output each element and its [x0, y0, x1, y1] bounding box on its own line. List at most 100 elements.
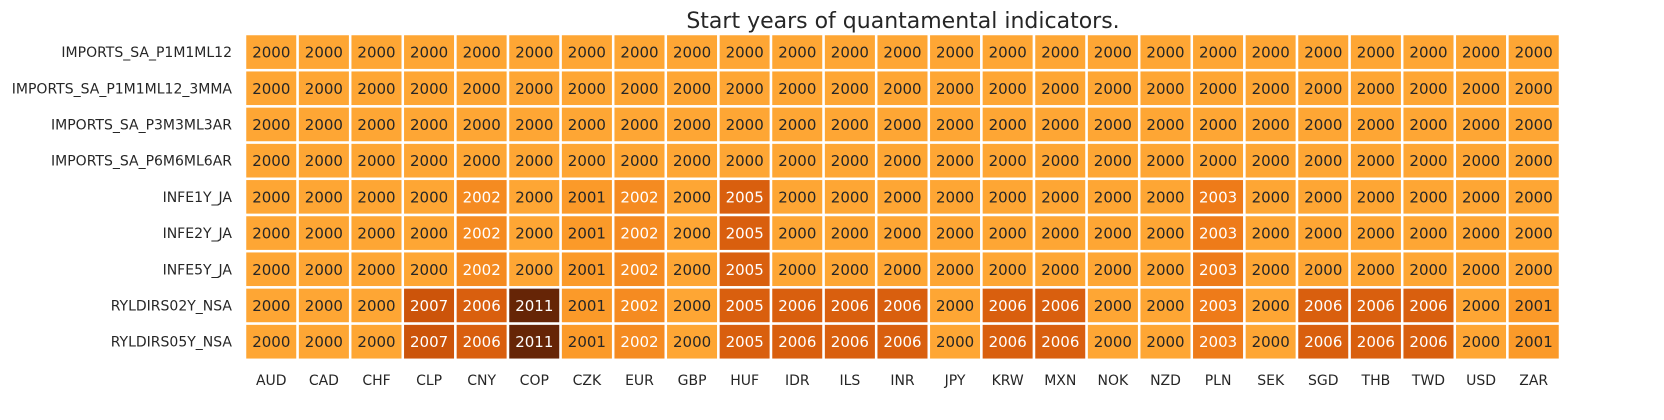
heatmap-cell — [1190, 286, 1246, 325]
cell-value-label: 2000 — [1146, 44, 1184, 62]
cell-value-label: 2000 — [1409, 188, 1447, 206]
column-label: EUR — [625, 373, 654, 389]
cell-value-label: 2000 — [936, 80, 974, 98]
cell-value-label: 2000 — [673, 261, 711, 279]
heatmap-cell — [1400, 141, 1457, 181]
heatmap-cell — [717, 32, 773, 72]
cell-value-label: 2006 — [778, 297, 816, 315]
cell-value-label: 2000 — [883, 261, 921, 279]
cell-value-label: 2002 — [620, 225, 658, 243]
heatmap-cell — [506, 68, 562, 108]
cell-value-label: 2000 — [1409, 261, 1447, 279]
cell-value-label: 2000 — [515, 225, 553, 243]
cell-value-label: 2000 — [1146, 152, 1184, 170]
column-label: IDR — [785, 373, 810, 389]
cell-value-label: 2002 — [620, 188, 658, 206]
column-label: INR — [890, 373, 915, 389]
cell-value-label: 2006 — [1409, 297, 1447, 315]
heatmap-cell — [611, 322, 668, 362]
cell-value-label: 2000 — [831, 188, 869, 206]
cell-value-label: 2000 — [305, 225, 343, 243]
heatmap-cell — [401, 141, 457, 181]
heatmap-cell — [874, 286, 931, 325]
heatmap-cell — [1295, 141, 1351, 181]
cell-value-label: 2000 — [252, 261, 290, 279]
heatmap-cell — [1348, 213, 1404, 253]
column-labels: AUD CAD CHF CLP CNY COP CZK EUR GBP HUF IDR ILS INR J… — [256, 373, 1548, 389]
cell-value-label: 2000 — [357, 261, 395, 279]
cell-value-label: 2000 — [1094, 152, 1132, 170]
cell-value-label: 2000 — [305, 152, 343, 170]
heatmap-cell — [769, 105, 825, 144]
cell-value-label: 2002 — [620, 297, 658, 315]
heatmap-cell — [874, 141, 931, 181]
cell-value-label: 2000 — [936, 152, 974, 170]
cell-value-label: 2000 — [883, 225, 921, 243]
heatmap-cell — [559, 213, 615, 253]
cell-value-label: 2000 — [305, 261, 343, 279]
cell-value-label: 2006 — [1304, 297, 1342, 315]
cell-value-label: 2000 — [1252, 333, 1290, 351]
heatmap-cell — [717, 249, 773, 289]
cell-value-label: 2000 — [673, 188, 711, 206]
cell-value-label: 2000 — [1304, 44, 1342, 62]
cell-value-label: 2000 — [463, 152, 501, 170]
cell-value-label: 2000 — [1462, 80, 1500, 98]
cell-value-label: 2000 — [357, 225, 395, 243]
column-label: NOK — [1098, 373, 1129, 389]
heatmap-cell — [1295, 322, 1351, 362]
heatmap-cell — [1243, 213, 1299, 253]
cell-value-label: 2011 — [515, 333, 553, 351]
cell-value-label: 2000 — [1304, 152, 1342, 170]
cell-value-label: 2000 — [1357, 116, 1395, 134]
column-label: HUF — [730, 373, 759, 389]
cell-value-label: 2000 — [726, 152, 764, 170]
heatmap-cell — [1190, 105, 1246, 144]
cell-value-label: 2000 — [357, 297, 395, 315]
cell-value-label: 2000 — [1304, 116, 1342, 134]
cell-value-label: 2000 — [357, 80, 395, 98]
cell-value-label: 2000 — [1462, 152, 1500, 170]
heatmap-cell — [1032, 322, 1088, 362]
column-label: PLN — [1205, 373, 1232, 389]
row-label: IMPORTS_SA_P3M3ML3AR — [51, 118, 232, 134]
heatmap-cell — [1190, 322, 1246, 362]
cell-value-label: 2006 — [1409, 333, 1447, 351]
cell-value-label: 2000 — [1146, 297, 1184, 315]
heatmap-cell — [348, 213, 405, 253]
cell-value-label: 2000 — [620, 80, 658, 98]
heatmap-cell — [1348, 141, 1404, 181]
heatmap-cell — [980, 177, 1036, 217]
cell-value-label: 2000 — [1409, 80, 1447, 98]
row-label: RYLDIRS05Y_NSA — [111, 335, 233, 351]
cell-value-label: 2000 — [726, 44, 764, 62]
cell-value-label: 2001 — [568, 333, 606, 351]
cell-value-label: 2000 — [410, 225, 448, 243]
chart-title: Start years of quantamental indicators. — [686, 9, 1119, 34]
cell-value-label: 2000 — [252, 333, 290, 351]
heatmap-cell — [1453, 105, 1509, 144]
cell-value-label: 2000 — [1199, 80, 1237, 98]
cell-value-label: 2000 — [620, 152, 658, 170]
heatmap-cell — [1453, 141, 1509, 181]
cell-value-label: 2000 — [831, 225, 869, 243]
heatmap-cell — [1348, 177, 1404, 217]
cell-value-label: 2000 — [1515, 116, 1553, 134]
cell-value-label: 2006 — [1041, 333, 1079, 351]
cell-value-label: 2000 — [410, 152, 448, 170]
cell-value-label: 2003 — [1199, 261, 1237, 279]
column-label: ILS — [839, 373, 860, 389]
cell-value-label: 2000 — [726, 116, 764, 134]
cell-value-label: 2000 — [1357, 225, 1395, 243]
row-label: INFE2Y_JA — [163, 226, 233, 242]
column-label: CAD — [309, 373, 339, 389]
heatmap-cell — [769, 322, 825, 362]
cell-value-label: 2000 — [515, 44, 553, 62]
heatmap-cell — [1506, 68, 1562, 108]
cell-value-label: 2000 — [252, 225, 290, 243]
cell-value-label: 2000 — [1252, 44, 1290, 62]
cell-value-label: 2000 — [1252, 225, 1290, 243]
cell-value-label: 2000 — [673, 152, 711, 170]
cell-value-label: 2000 — [1409, 225, 1447, 243]
cell-value-label: 2000 — [568, 44, 606, 62]
